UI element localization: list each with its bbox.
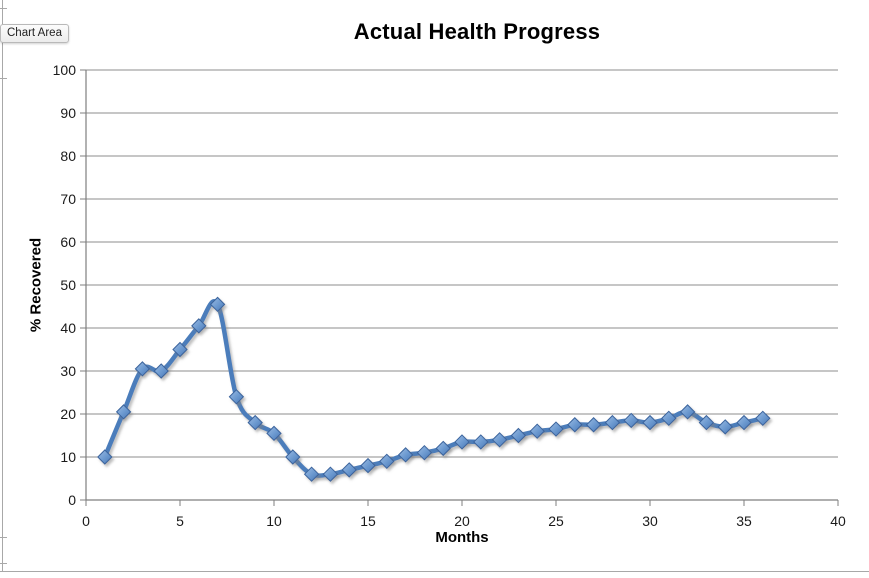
data-point-marker[interactable]	[529, 423, 545, 439]
window-edge-tick	[0, 563, 7, 564]
data-point-marker[interactable]	[397, 447, 414, 463]
x-tick-label: 30	[642, 513, 658, 529]
y-tick-label: 0	[68, 492, 76, 508]
data-point-marker[interactable]	[755, 410, 771, 427]
y-tick-label: 40	[60, 320, 76, 336]
data-point-marker[interactable]	[585, 417, 602, 433]
y-tick-label: 20	[60, 406, 76, 422]
data-point-marker[interactable]	[717, 419, 733, 435]
data-point-marker[interactable]	[736, 414, 752, 431]
chart-title: Actual Health Progress	[353, 19, 601, 44]
data-point-marker[interactable]	[191, 318, 207, 334]
y-tick-label: 80	[60, 148, 76, 164]
data-point-marker[interactable]	[97, 449, 113, 465]
window-edge-tick	[0, 537, 7, 538]
x-tick-label: 20	[454, 513, 470, 529]
data-point-marker[interactable]	[322, 466, 339, 482]
window-left-border	[2, 0, 3, 571]
data-point-marker[interactable]	[134, 361, 151, 377]
x-axis-title: Months	[435, 529, 489, 546]
y-tick-label: 60	[60, 234, 76, 250]
data-point-marker[interactable]	[285, 449, 301, 465]
data-point-marker[interactable]	[604, 414, 621, 431]
data-point-marker[interactable]	[454, 434, 470, 450]
data-point-marker[interactable]	[360, 457, 376, 474]
x-tick-label: 15	[360, 513, 376, 529]
data-point-marker[interactable]	[303, 466, 320, 482]
data-point-marker[interactable]	[491, 432, 508, 448]
data-point-marker[interactable]	[379, 453, 395, 470]
x-tick-label: 5	[176, 513, 184, 529]
y-tick-label: 70	[60, 191, 76, 207]
window-edge-tick	[0, 8, 7, 9]
x-tick-label: 0	[82, 513, 90, 529]
x-tick-label: 25	[548, 513, 564, 529]
data-point-marker[interactable]	[172, 341, 188, 358]
y-tick-label: 90	[60, 105, 76, 121]
window-bottom-border	[0, 571, 869, 572]
data-point-marker[interactable]	[473, 434, 489, 450]
data-point-marker[interactable]	[567, 417, 583, 433]
chart-area-tooltip: Chart Area	[0, 24, 69, 43]
x-tick-label: 10	[266, 513, 282, 529]
data-point-marker[interactable]	[153, 363, 169, 379]
y-tick-label: 10	[60, 449, 76, 465]
data-point-marker[interactable]	[115, 404, 132, 420]
data-point-marker[interactable]	[642, 414, 658, 431]
x-tick-label: 35	[736, 513, 752, 529]
data-point-marker[interactable]	[416, 444, 433, 461]
data-point-marker[interactable]	[510, 427, 527, 444]
data-point-marker[interactable]	[209, 296, 226, 313]
data-point-marker[interactable]	[679, 404, 696, 420]
y-tick-label: 30	[60, 363, 76, 379]
data-point-marker[interactable]	[228, 389, 245, 405]
y-tick-label: 50	[60, 277, 76, 293]
data-point-marker[interactable]	[341, 462, 357, 478]
data-point-marker[interactable]	[698, 414, 715, 431]
data-point-marker[interactable]	[266, 425, 282, 442]
data-point-marker[interactable]	[623, 412, 639, 429]
data-point-marker[interactable]	[661, 410, 677, 427]
data-point-marker[interactable]	[435, 440, 451, 457]
x-tick-label: 40	[830, 513, 846, 529]
data-point-marker[interactable]	[247, 414, 263, 431]
y-tick-label: 100	[53, 62, 77, 78]
window-edge-tick	[0, 78, 7, 79]
data-point-marker[interactable]	[548, 421, 564, 437]
